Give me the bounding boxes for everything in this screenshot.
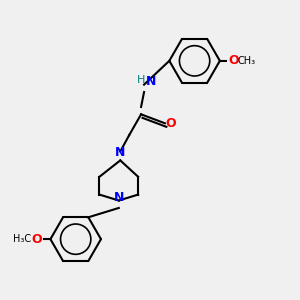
Text: O: O [166,117,176,130]
Text: CH₃: CH₃ [238,56,256,66]
Text: O: O [228,54,238,67]
Text: H₃C: H₃C [13,234,31,244]
Text: O: O [32,233,42,246]
Text: N: N [115,146,125,160]
Text: H: H [137,75,145,85]
Text: N: N [146,75,157,88]
Text: N: N [114,191,124,204]
